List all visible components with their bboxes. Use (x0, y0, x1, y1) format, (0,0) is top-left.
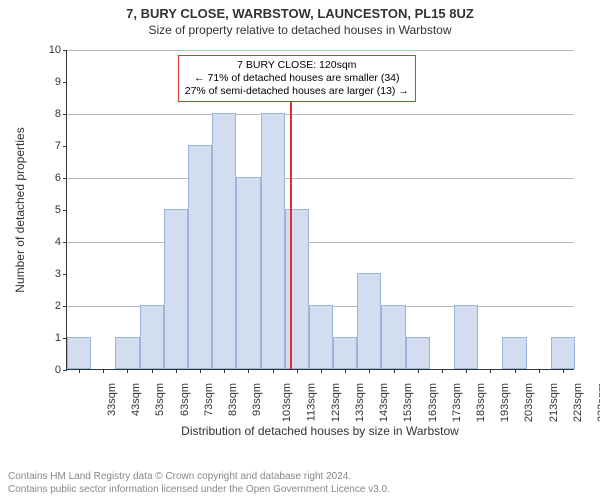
x-tick-label: 123sqm (330, 383, 342, 422)
y-tick-label: 3 (55, 268, 61, 280)
histogram-bar (285, 209, 309, 369)
y-tick-label: 8 (55, 108, 61, 120)
x-tick-label: 193sqm (499, 383, 511, 422)
histogram-bar (67, 337, 91, 369)
chart-container: 7, BURY CLOSE, WARBSTOW, LAUNCESTON, PL1… (0, 0, 600, 500)
histogram-bar (454, 305, 478, 369)
reference-marker (290, 91, 292, 369)
y-tick-mark (63, 210, 67, 211)
callout-line: 7 BURY CLOSE: 120sqm (185, 59, 409, 72)
x-tick-label: 53sqm (155, 383, 167, 416)
callout-box: 7 BURY CLOSE: 120sqm← 71% of detached ho… (178, 55, 416, 102)
x-tick-mark (297, 369, 298, 373)
histogram-bar (381, 305, 405, 369)
histogram-bar (164, 209, 188, 369)
x-tick-mark (369, 369, 370, 373)
x-tick-mark (442, 369, 443, 373)
y-tick-mark (63, 338, 67, 339)
grid-line (67, 114, 574, 115)
x-tick-mark (345, 369, 346, 373)
y-tick-mark (63, 146, 67, 147)
x-tick-label: 63sqm (179, 383, 191, 416)
histogram-bar (261, 113, 285, 369)
y-tick-label: 1 (55, 332, 61, 344)
x-tick-label: 33sqm (106, 383, 118, 416)
y-tick-mark (63, 114, 67, 115)
plot-area: 7 BURY CLOSE: 120sqm← 71% of detached ho… (66, 50, 574, 370)
histogram-bar (333, 337, 357, 369)
grid-line (67, 242, 574, 243)
x-tick-mark (563, 369, 564, 373)
x-tick-mark (200, 369, 201, 373)
y-tick-label: 9 (55, 76, 61, 88)
y-tick-mark (63, 306, 67, 307)
x-tick-mark (321, 369, 322, 373)
x-tick-label: 183sqm (475, 383, 487, 422)
x-tick-mark (176, 369, 177, 373)
x-axis-label: Distribution of detached houses by size … (181, 424, 459, 438)
x-tick-label: 43sqm (130, 383, 142, 416)
x-tick-label: 203sqm (523, 383, 535, 422)
y-tick-mark (63, 274, 67, 275)
histogram-bar (212, 113, 236, 369)
chart-title: 7, BURY CLOSE, WARBSTOW, LAUNCESTON, PL1… (0, 0, 600, 21)
x-tick-mark (248, 369, 249, 373)
x-tick-mark (466, 369, 467, 373)
histogram-bar (502, 337, 526, 369)
x-tick-label: 113sqm (305, 383, 317, 421)
histogram-bar (115, 337, 139, 369)
attribution-text: Contains HM Land Registry data © Crown c… (8, 471, 390, 496)
histogram-bar (406, 337, 430, 369)
x-tick-mark (539, 369, 540, 373)
histogram-bar (551, 337, 575, 369)
y-tick-label: 7 (55, 140, 61, 152)
x-tick-label: 173sqm (451, 383, 463, 422)
x-tick-label: 153sqm (403, 383, 415, 422)
y-tick-label: 6 (55, 172, 61, 184)
y-tick-label: 4 (55, 236, 61, 248)
x-tick-mark (394, 369, 395, 373)
x-tick-label: 233sqm (596, 383, 600, 422)
histogram-bar (236, 177, 260, 369)
x-tick-label: 223sqm (572, 383, 584, 422)
histogram-bar (140, 305, 164, 369)
x-tick-mark (152, 369, 153, 373)
y-tick-label: 2 (55, 300, 61, 312)
y-axis-label: Number of detached properties (13, 127, 27, 292)
y-tick-mark (63, 242, 67, 243)
chart-subtitle: Size of property relative to detached ho… (0, 23, 600, 37)
attribution-line: Contains HM Land Registry data © Crown c… (8, 471, 390, 484)
y-tick-mark (63, 370, 67, 371)
x-tick-label: 213sqm (548, 383, 560, 422)
callout-line: 27% of semi-detached houses are larger (… (185, 85, 409, 98)
y-tick-label: 5 (55, 204, 61, 216)
x-tick-mark (273, 369, 274, 373)
x-tick-label: 163sqm (427, 383, 439, 422)
y-tick-mark (63, 82, 67, 83)
histogram-bar (188, 145, 212, 369)
y-tick-label: 10 (49, 44, 61, 56)
x-tick-label: 93sqm (251, 383, 263, 416)
x-tick-mark (224, 369, 225, 373)
x-tick-mark (490, 369, 491, 373)
x-tick-label: 133sqm (354, 383, 366, 422)
y-tick-mark (63, 50, 67, 51)
x-tick-label: 73sqm (203, 383, 215, 416)
histogram-bar (357, 273, 381, 369)
callout-line: ← 71% of detached houses are smaller (34… (185, 72, 409, 85)
attribution-line: Contains public sector information licen… (8, 484, 390, 497)
grid-line (67, 178, 574, 179)
x-tick-mark (127, 369, 128, 373)
grid-line (67, 50, 574, 51)
x-tick-mark (79, 369, 80, 373)
x-tick-mark (103, 369, 104, 373)
x-tick-label: 143sqm (378, 383, 390, 422)
x-tick-mark (515, 369, 516, 373)
histogram-bar (309, 305, 333, 369)
y-tick-label: 0 (55, 364, 61, 376)
y-tick-mark (63, 178, 67, 179)
x-tick-label: 83sqm (227, 383, 239, 416)
x-tick-label: 103sqm (282, 383, 294, 422)
x-tick-mark (418, 369, 419, 373)
